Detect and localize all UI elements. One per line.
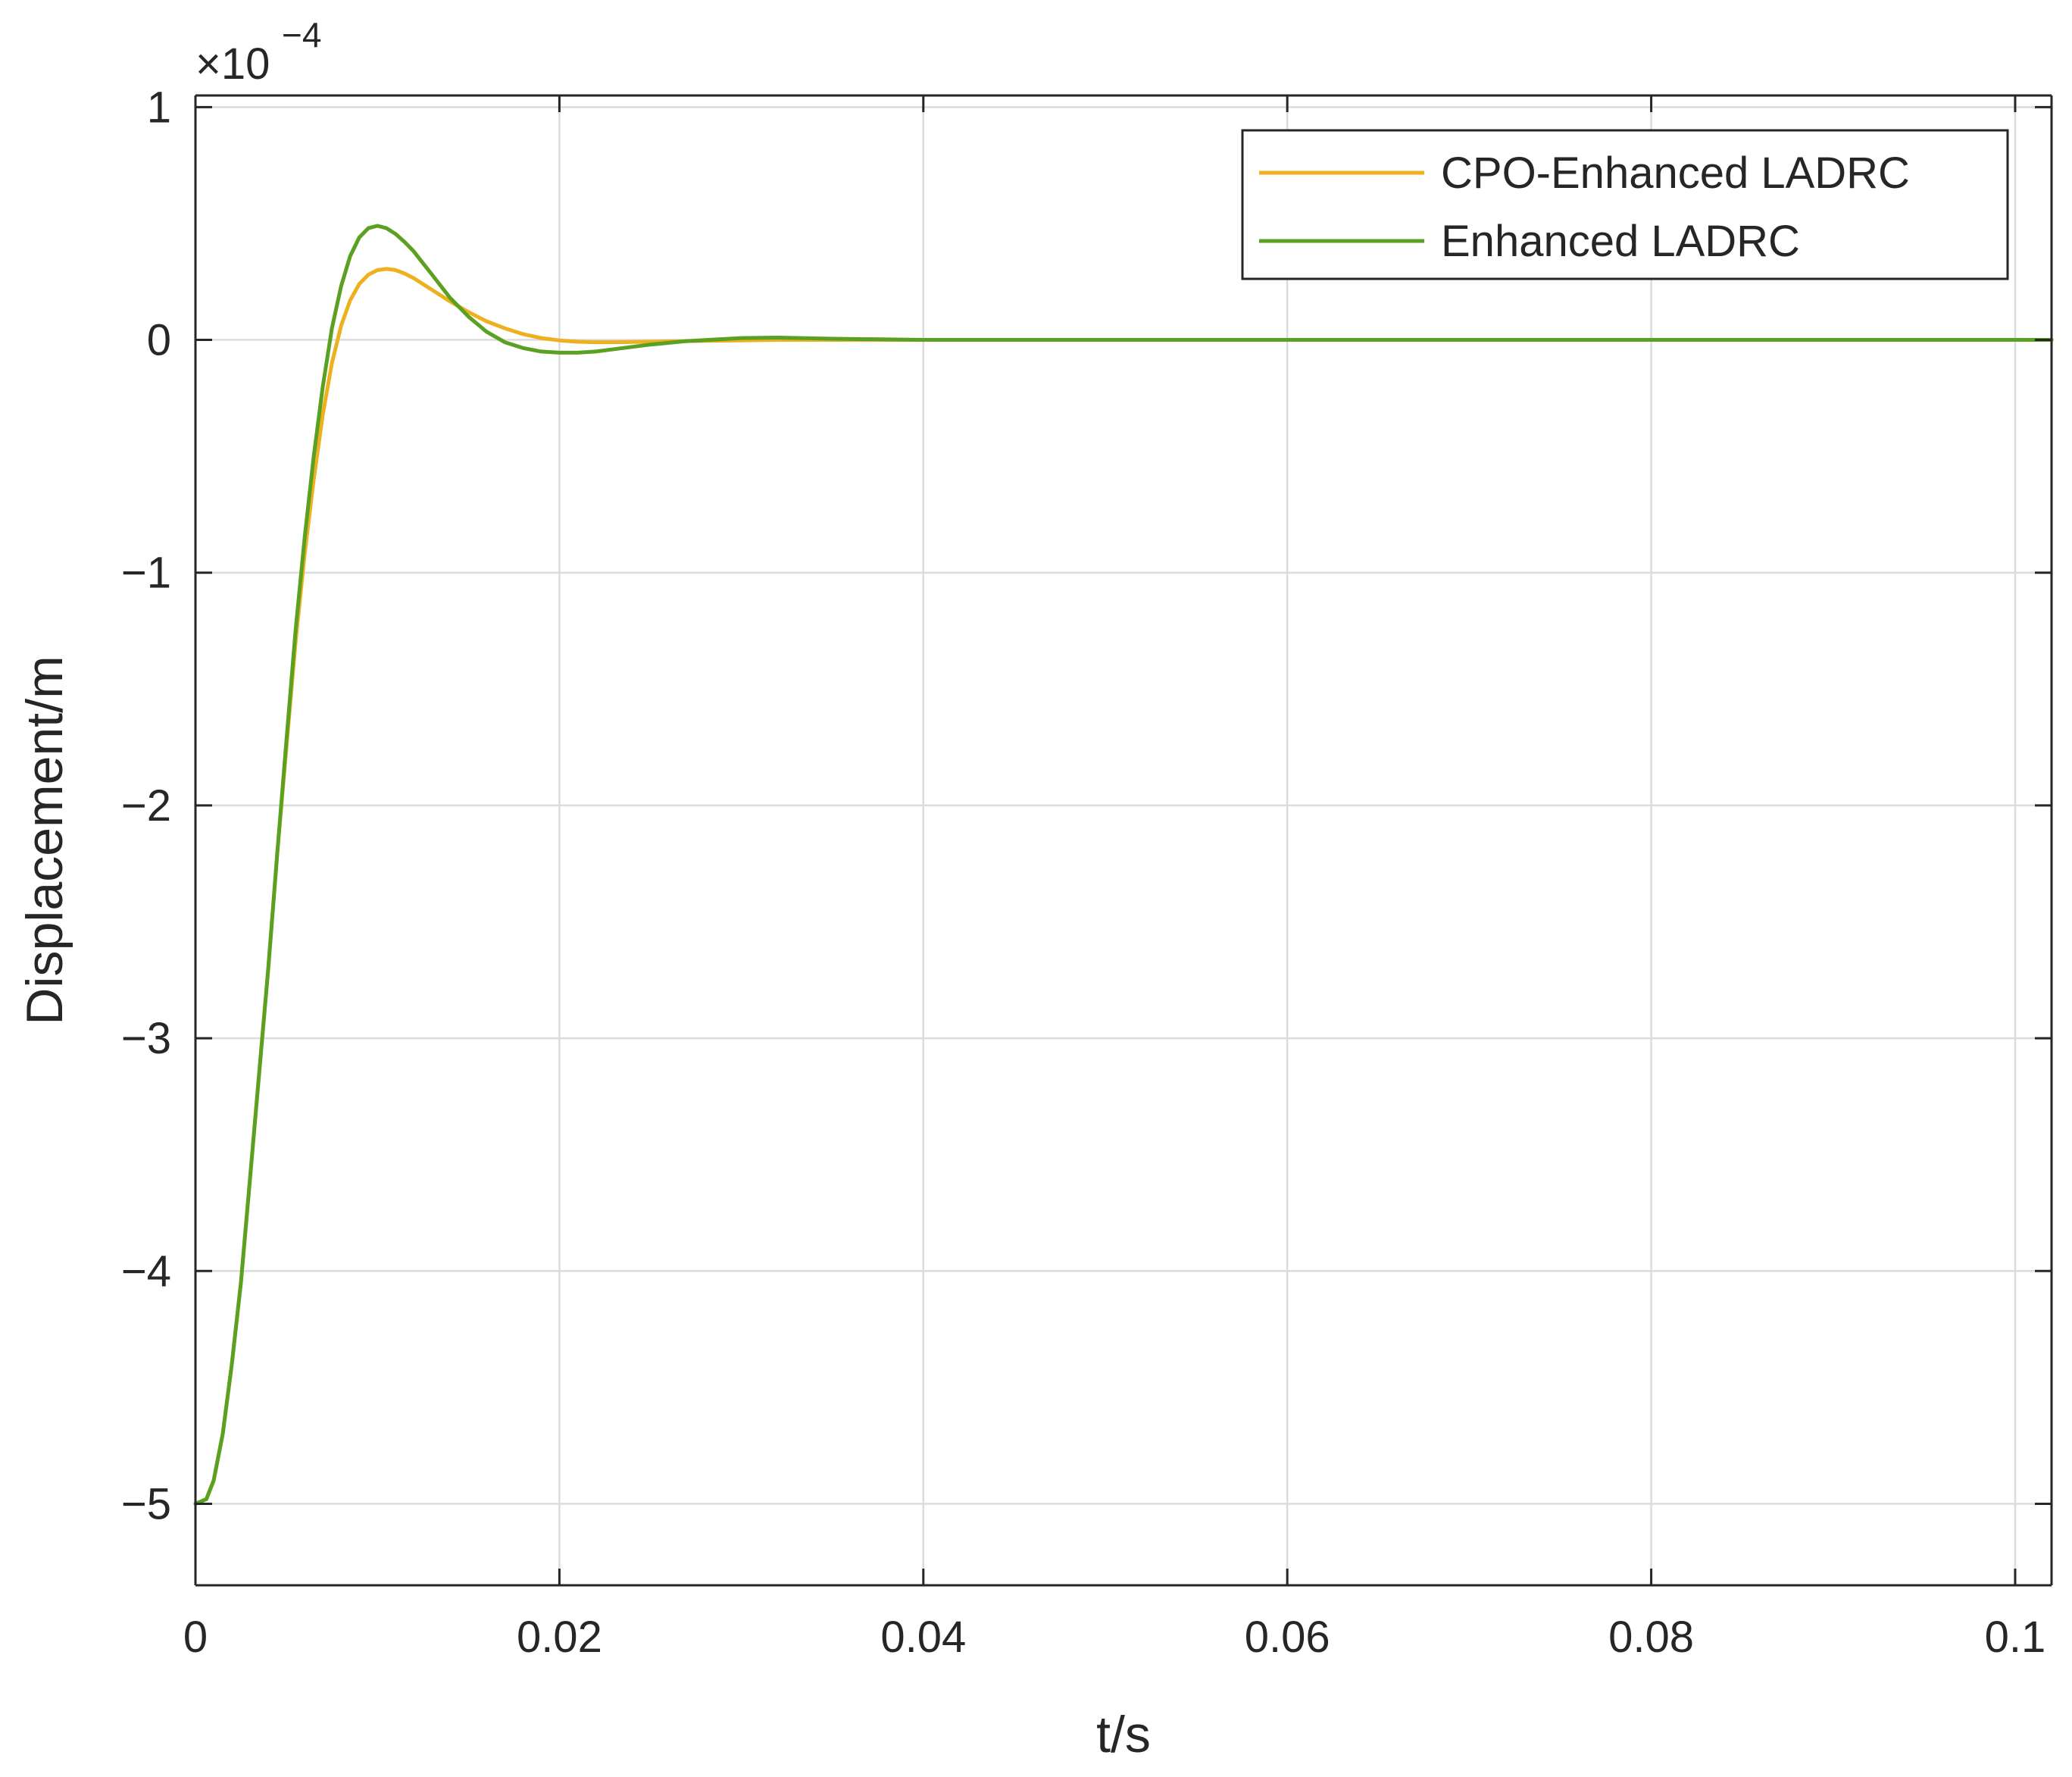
y-exponent-base: ×10 [195,39,270,89]
y-exponent-power: −4 [282,15,321,55]
x-tick-label: 0.08 [1608,1613,1694,1662]
x-tick-label: 0.1 [1985,1613,2046,1662]
legend-label: CPO-Enhanced LADRC [1441,149,1910,198]
y-tick-label: −3 [121,1014,171,1063]
y-tick-label: −2 [121,781,171,831]
x-axis-title: t/s [1096,1706,1151,1763]
legend: CPO-Enhanced LADRC Enhanced LADRC [1241,129,2009,280]
grid [194,95,2052,1585]
y-tick-label: −1 [121,549,171,598]
x-tick-label: 0.02 [517,1613,602,1662]
axes [194,94,2053,1587]
y-axis-title: Displacement/m [16,655,73,1025]
y-tick-label: 0 [147,316,171,365]
series-group [193,224,2054,1506]
tick-labels: 0 0.02 0.04 0.06 0.08 0.1 −5 −4 −3 −2 −1 0 1 [121,83,2045,1662]
y-tick-label: −4 [121,1247,171,1296]
x-tick-label: 0.04 [880,1613,966,1662]
y-tick-label: −5 [121,1479,171,1528]
legend-box [1241,129,2009,280]
y-axis-exponent: ×10 −4 [195,15,321,89]
series-line-2 [193,224,2054,1506]
x-tick-label: 0 [183,1613,208,1662]
legend-label: Enhanced LADRC [1441,217,1800,266]
x-tick-label: 0.06 [1245,1613,1330,1662]
y-tick-label: 1 [147,83,171,132]
